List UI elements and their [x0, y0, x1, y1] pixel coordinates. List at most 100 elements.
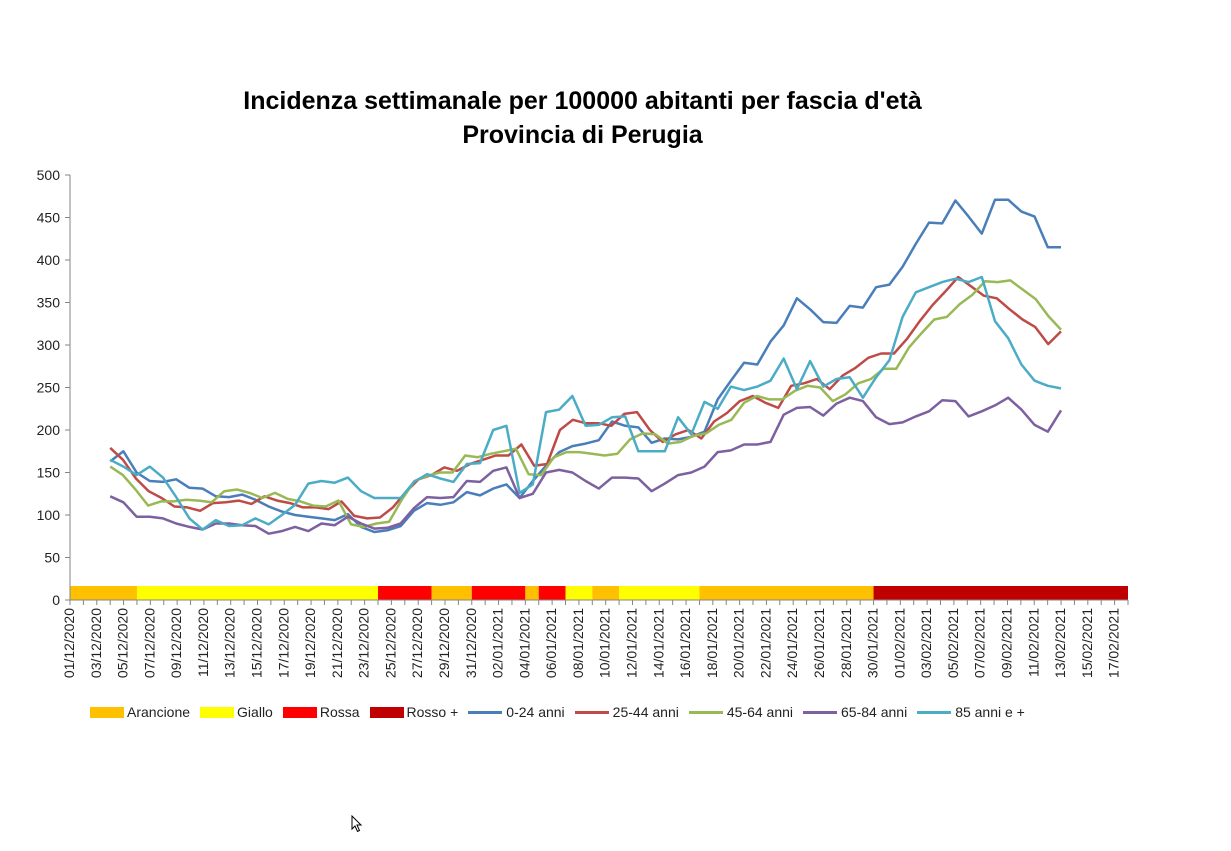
x-tick-label: 10/01/2021	[597, 608, 613, 678]
y-tick-label: 150	[37, 465, 61, 481]
x-tick-label: 23/12/2020	[356, 608, 372, 678]
y-tick-label: 450	[37, 210, 61, 226]
y-tick-label: 400	[37, 252, 61, 268]
zone-bar-4	[471, 586, 526, 600]
legend-label: Rossa	[319, 704, 360, 720]
x-tick-label: 17/12/2020	[275, 608, 291, 678]
legend-swatch	[200, 706, 235, 718]
y-tick-label: 500	[37, 167, 61, 183]
zone-bar-0	[70, 586, 137, 600]
legend-label: Giallo	[237, 704, 273, 720]
series-line-0-24-anni	[109, 198, 1061, 534]
x-tick-label: 26/01/2021	[811, 608, 827, 678]
legend-item: Rossa	[282, 704, 360, 720]
legend-item: 0-24 anni	[468, 704, 565, 720]
chart-legend: Arancione Giallo Rossa Rosso + 0-24 anni 25-4…	[90, 704, 1035, 720]
x-tick-label: 29/12/2020	[436, 608, 452, 678]
x-tick-label: 24/01/2021	[784, 608, 800, 678]
y-tick-label: 50	[44, 550, 60, 566]
x-tick-label: 19/12/2020	[302, 608, 318, 678]
legend-item: Giallo	[200, 704, 273, 720]
legend-swatch	[917, 710, 952, 714]
legend-item: Rosso +	[369, 704, 459, 720]
series-line-45-64-anni	[109, 279, 1062, 529]
x-tick-label: 31/12/2020	[463, 608, 479, 678]
x-tick-label: 11/02/2021	[1025, 608, 1041, 677]
x-tick-label: 11/12/2020	[195, 608, 211, 677]
legend-swatch	[369, 706, 404, 718]
y-tick-label: 300	[37, 337, 61, 353]
x-tick-label: 13/12/2020	[222, 608, 238, 678]
legend-label: 25-44 anni	[612, 704, 679, 720]
x-tick-label: 05/02/2021	[945, 608, 961, 678]
zone-bar-3	[431, 586, 472, 600]
series-line-85-anni-e-	[109, 275, 1062, 531]
legend-label: 0-24 anni	[506, 704, 565, 720]
x-tick-label: 06/01/2021	[543, 608, 559, 678]
x-tick-label: 15/12/2020	[248, 608, 264, 678]
y-tick-label: 200	[37, 422, 61, 438]
legend-swatch	[468, 710, 503, 714]
legend-swatch	[282, 706, 317, 718]
x-tick-label: 12/01/2021	[623, 608, 639, 678]
legend-item: 25-44 anni	[574, 704, 679, 720]
legend-swatch	[688, 710, 723, 714]
legend-swatch	[803, 710, 838, 714]
y-tick-label: 0	[52, 592, 60, 608]
legend-swatch	[574, 710, 609, 714]
legend-label: Arancione	[127, 704, 191, 720]
series-line-65-84-anni	[109, 396, 1063, 535]
x-tick-label: 28/01/2021	[838, 608, 854, 678]
legend-label: 45-64 anni	[726, 704, 794, 720]
zone-bar-10	[699, 586, 874, 600]
x-tick-label: 03/02/2021	[918, 608, 934, 678]
y-tick-label: 100	[37, 507, 61, 523]
zone-bar-6	[538, 586, 566, 600]
x-tick-label: 20/01/2021	[731, 608, 747, 678]
mouse-pointer-icon	[351, 815, 363, 833]
legend-label: 65-84 anni	[841, 704, 908, 720]
legend-item: Arancione	[90, 704, 190, 720]
x-tick-label: 07/12/2020	[141, 608, 157, 678]
x-tick-label: 30/01/2021	[865, 608, 881, 678]
zone-bar-11	[873, 586, 1128, 600]
zone-bar-1	[136, 586, 392, 600]
zone-bar-8	[592, 586, 620, 600]
x-tick-label: 15/02/2021	[1079, 608, 1095, 678]
x-tick-label: 17/02/2021	[1106, 608, 1122, 678]
x-tick-label: 16/01/2021	[677, 608, 693, 678]
x-tick-label: 18/01/2021	[704, 608, 720, 678]
y-tick-label: 350	[37, 295, 61, 311]
x-tick-label: 01/02/2021	[891, 608, 907, 678]
x-tick-label: 03/12/2020	[88, 608, 104, 678]
x-tick-label: 05/12/2020	[115, 608, 131, 678]
x-tick-label: 09/02/2021	[998, 608, 1014, 678]
x-tick-label: 21/12/2020	[329, 608, 345, 678]
legend-label: Rosso +	[406, 704, 459, 720]
x-tick-label: 09/12/2020	[168, 608, 184, 678]
x-tick-label: 13/02/2021	[1052, 608, 1068, 678]
y-tick-label: 250	[37, 380, 61, 396]
x-tick-label: 27/12/2020	[409, 608, 425, 678]
x-tick-label: 25/12/2020	[382, 608, 398, 678]
x-tick-label: 14/01/2021	[650, 608, 666, 678]
legend-item: 85 anni e +	[917, 704, 1025, 720]
legend-swatch	[90, 706, 124, 718]
chart-title-line1: Incidenza settimanale per 100000 abitant…	[243, 87, 922, 115]
x-tick-label: 22/01/2021	[757, 608, 773, 678]
zone-bar-5	[525, 586, 539, 600]
x-tick-label: 07/02/2021	[972, 608, 988, 678]
legend-item: 65-84 anni	[803, 704, 907, 720]
legend-label: 85 anni e +	[955, 704, 1025, 720]
zone-bar-9	[619, 586, 700, 600]
x-tick-label: 04/01/2021	[516, 608, 532, 678]
x-tick-label: 02/01/2021	[490, 608, 506, 678]
legend-item: 45-64 anni	[688, 704, 794, 720]
chart-title: Incidenza settimanale per 100000 abitant…	[0, 84, 1165, 152]
x-tick-label: 08/01/2021	[570, 608, 586, 678]
zone-bar-7	[565, 586, 593, 600]
chart-title-line2: Provincia di Perugia	[462, 121, 703, 149]
zone-bar-2	[378, 586, 432, 600]
x-tick-label: 01/12/2020	[61, 608, 77, 678]
